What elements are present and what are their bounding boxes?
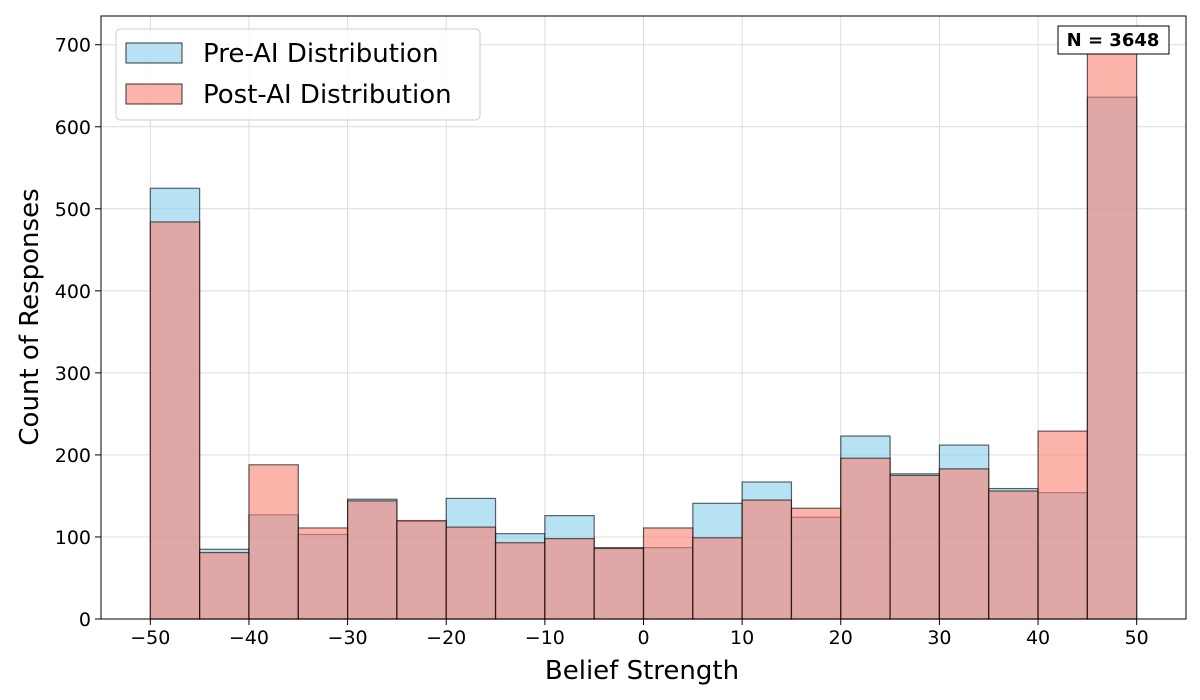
- axis-ticks: −50 −40 −30 −20 −10 0 10 20 30 40 5001002003004005…: [55, 35, 1149, 649]
- legend-label-post-ai: Post-AI Distribution: [203, 80, 452, 110]
- post-ai-bar: [346, 500, 398, 620]
- post-ai-bars: [149, 40, 1138, 620]
- y-tick-label: 500: [55, 199, 91, 221]
- legend-box: [115, 28, 481, 121]
- x-tick-label: 30: [927, 627, 951, 649]
- post-ai-bar: [445, 526, 497, 620]
- post-ai-bar: [544, 537, 595, 620]
- post-ai-bar: [494, 542, 546, 620]
- sample-size-box: [1057, 25, 1170, 55]
- legend: Pre-AI Distribution Post-AI Distribution: [115, 28, 481, 121]
- y-tick-label: 600: [55, 117, 91, 139]
- post-ai-bar: [1086, 40, 1138, 620]
- x-tick-label: −10: [525, 627, 565, 649]
- post-ai-bar: [1037, 430, 1088, 620]
- legend-swatch-pre-ai: [125, 42, 183, 64]
- legend-swatch-post-ai: [125, 83, 183, 105]
- y-tick-label: 0: [79, 609, 91, 631]
- post-ai-bar: [790, 507, 842, 620]
- y-tick-label: 100: [55, 527, 91, 549]
- post-ai-bar: [988, 490, 1039, 620]
- sample-size-annotation: N = 3648: [1057, 25, 1170, 55]
- x-tick-label: 10: [730, 627, 754, 649]
- post-ai-bar: [840, 457, 891, 620]
- post-ai-bar: [248, 464, 299, 620]
- x-tick-label: −30: [328, 627, 368, 649]
- post-ai-bar: [741, 499, 793, 620]
- x-tick-label: 40: [1026, 627, 1050, 649]
- x-tick-label: −20: [426, 627, 466, 649]
- x-tick-label: 50: [1125, 627, 1149, 649]
- x-axis-title: Belief Strength: [545, 656, 739, 686]
- y-axis-title: Count of Responses: [15, 188, 45, 445]
- y-tick-label: 200: [55, 445, 91, 467]
- post-ai-bar: [297, 527, 349, 620]
- y-tick-label: 400: [55, 281, 91, 303]
- x-tick-label: −50: [130, 627, 170, 649]
- y-tick-label: 700: [55, 35, 91, 57]
- post-ai-bar: [396, 519, 447, 620]
- x-tick-label: 20: [829, 627, 853, 649]
- legend-label-pre-ai: Pre-AI Distribution: [203, 39, 439, 69]
- x-tick-label: 0: [637, 627, 649, 649]
- sample-size-label: N = 3648: [1067, 30, 1160, 51]
- x-tick-label: −40: [229, 627, 269, 649]
- post-ai-bar: [938, 468, 990, 620]
- post-ai-bar: [593, 547, 645, 620]
- post-ai-bar: [692, 537, 743, 620]
- post-ai-bar: [889, 474, 941, 620]
- post-ai-bar: [199, 551, 250, 620]
- post-ai-bar: [149, 221, 201, 620]
- y-tick-label: 300: [55, 363, 91, 385]
- post-ai-bar: [642, 527, 694, 620]
